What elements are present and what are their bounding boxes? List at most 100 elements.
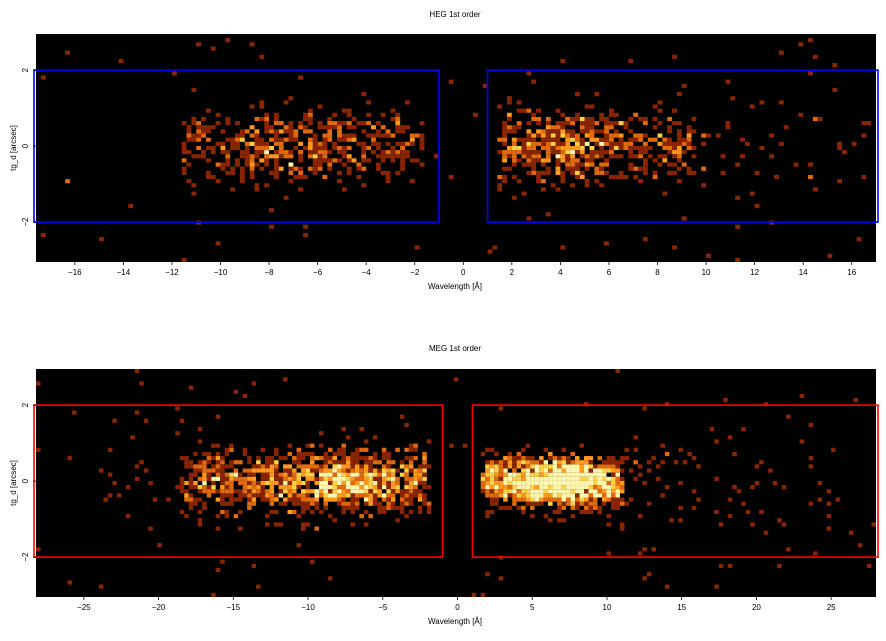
meg-heat-cell [287, 497, 293, 502]
heg-heat-cell [434, 154, 440, 159]
heg-heat-cell [526, 71, 532, 76]
meg-heat-cell [548, 493, 553, 498]
meg-heat-cell [637, 472, 643, 477]
heg-heat-cell [502, 121, 507, 126]
meg-heat-cell [498, 472, 504, 477]
heg-heat-cell [254, 187, 260, 192]
meg-x-axis-label: Wavelength [Å] [428, 617, 482, 626]
meg-heat-cell [318, 480, 324, 486]
meg-heat-cell [345, 435, 351, 440]
heg-heat-cell [351, 133, 357, 138]
meg-heat-cell [301, 505, 306, 510]
meg-heat-cell [260, 464, 266, 469]
heg-heat-cell [579, 137, 585, 142]
meg-heat-cell [265, 522, 270, 527]
meg-heat-cell [709, 427, 715, 432]
meg-heat-cell [408, 489, 414, 494]
meg-heat-cell [197, 522, 203, 527]
meg-heat-cell [224, 485, 230, 490]
heg-heat-cell [385, 170, 391, 175]
heg-heat-cell [346, 137, 352, 142]
meg-heat-cell [354, 447, 360, 452]
heg-heat-cell [676, 150, 682, 155]
meg-heat-cell [260, 485, 266, 490]
heg-heat-cell [395, 129, 401, 134]
meg-heat-cell [278, 480, 284, 486]
heg-heat-cell [371, 137, 376, 142]
heg-heat-cell [249, 154, 255, 159]
heg-heat-cell [604, 129, 609, 134]
meg-heat-cell [390, 472, 396, 477]
meg-heat-cell [588, 497, 593, 502]
meg-heat-cell [521, 480, 526, 486]
heg-heat-cell [526, 216, 532, 221]
meg-heat-cell [220, 468, 225, 473]
meg-heat-cell [512, 468, 517, 473]
heg-heat-cell [506, 154, 512, 159]
heg-heat-cell [536, 129, 541, 134]
heg-heat-cell [706, 253, 711, 258]
meg-heat-cell [413, 447, 418, 452]
heg-heat-cell [312, 162, 318, 167]
heg-heat-cell [676, 145, 682, 151]
meg-heat-cell [336, 468, 342, 473]
heg-heat-cell [686, 125, 692, 130]
heg-heat-cell [244, 129, 250, 134]
meg-heat-cell [327, 576, 333, 581]
meg-heat-cell [597, 476, 602, 481]
meg-heat-cell [485, 464, 490, 469]
heg-heat-cell [327, 158, 333, 163]
meg-heat-cell [417, 476, 423, 481]
meg-heat-cell [305, 489, 311, 494]
heg-heat-cell [638, 179, 643, 184]
heg-heat-cell [225, 170, 231, 175]
meg-heat-cell [327, 476, 333, 481]
heg-heat-cell [676, 154, 682, 159]
heg-heat-cell [215, 241, 221, 246]
meg-heat-cell [179, 418, 185, 423]
meg-heat-cell [220, 485, 225, 490]
meg-heat-cell [296, 447, 302, 452]
meg-heat-cell [292, 497, 297, 502]
meg-heat-cell [238, 472, 243, 477]
meg-heat-cell [224, 451, 230, 457]
meg-heat-cell [714, 509, 719, 515]
heg-heat-cell [521, 137, 527, 142]
meg-heat-cell [274, 464, 279, 469]
heg-heat-cell [196, 42, 202, 47]
meg-heat-cell [615, 489, 620, 494]
meg-heat-cell [530, 456, 535, 461]
meg-heat-cell [318, 476, 324, 481]
meg-heat-cell [826, 526, 832, 531]
meg-heat-cell [301, 493, 306, 498]
meg-heat-cell [575, 501, 580, 506]
heg-heat-cell [249, 141, 255, 146]
heg-heat-cell [676, 179, 682, 184]
heg-heat-cell [749, 191, 755, 196]
heg-heat-cell [322, 125, 328, 130]
heg-heat-cell [361, 145, 367, 151]
meg-heat-cell [566, 497, 571, 502]
meg-heat-cell [301, 526, 306, 531]
meg-heat-cell [386, 451, 391, 457]
meg-heat-cell [368, 514, 373, 519]
meg-heat-cell [543, 447, 549, 452]
meg-heat-cell [637, 551, 643, 556]
meg-heat-cell [318, 456, 324, 461]
heg-heat-cell [361, 166, 367, 171]
heg-heat-cell [720, 154, 726, 159]
heg-heat-cell [264, 162, 270, 167]
heg-heat-cell [502, 125, 507, 130]
heg-heat-cell [269, 208, 274, 213]
meg-heat-cell [503, 489, 508, 494]
meg-heat-cell [480, 480, 486, 486]
meg-heat-cell [193, 464, 198, 469]
heg-heat-cell [570, 166, 575, 171]
heg-heat-cell [239, 166, 245, 171]
meg-heat-cell [525, 464, 531, 469]
meg-heat-cell [417, 505, 423, 510]
meg-heat-cell [575, 472, 580, 477]
heg-heat-cell [395, 150, 401, 155]
heg-heat-cell [599, 162, 605, 167]
meg-heat-cell [637, 514, 643, 519]
